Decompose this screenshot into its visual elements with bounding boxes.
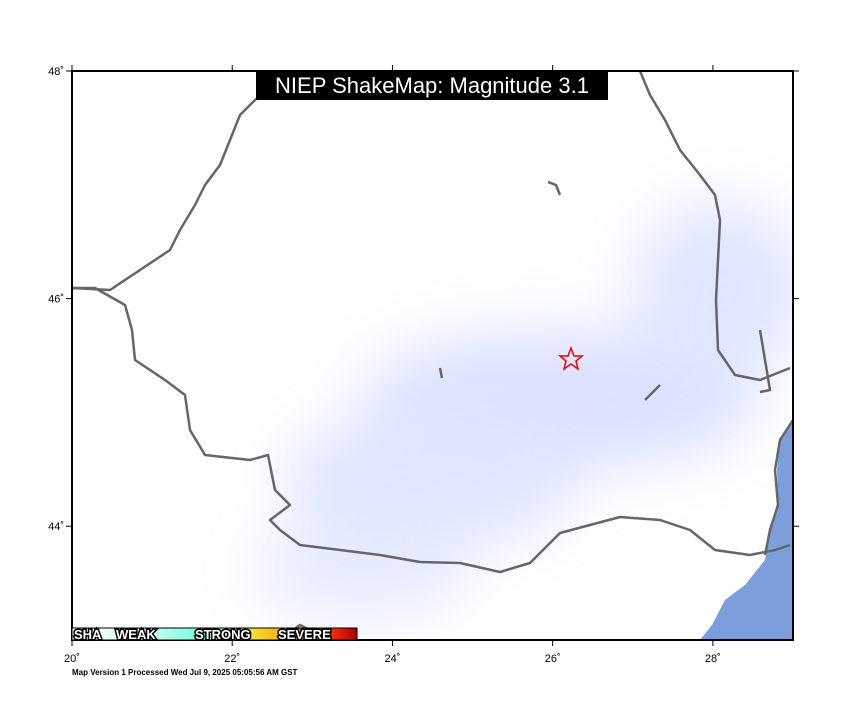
border	[644, 384, 661, 401]
border	[638, 71, 791, 382]
epicenter	[557, 345, 585, 371]
border	[547, 180, 562, 196]
title-box	[256, 72, 608, 100]
sea	[700, 418, 793, 640]
border	[72, 286, 791, 574]
border	[763, 419, 793, 556]
legend-label: STRONG	[195, 627, 251, 642]
border	[438, 367, 444, 379]
shaking-intensity	[250, 200, 793, 620]
x-tick-label: 24˚	[384, 653, 400, 665]
x-tick-label: 22˚	[224, 653, 240, 665]
legend-label: WEAK	[116, 627, 156, 642]
border	[758, 329, 772, 394]
legend-label: SHA	[74, 627, 102, 642]
legend: SHA WEAK STRONG SEVERE	[73, 626, 333, 644]
x-tick-label: 26˚	[545, 653, 561, 665]
x-tick-label: 28˚	[705, 653, 721, 665]
map-frame	[71, 70, 794, 641]
title: NIEP ShakeMap: Magnitude 3.1	[275, 73, 589, 98]
legend-bar	[71, 627, 358, 641]
border	[72, 71, 282, 292]
map-area	[72, 71, 793, 640]
y-tick-label: 48˚	[48, 66, 64, 78]
legend-label: SEVERE	[278, 627, 331, 642]
footer: Map Version 1 Processed Wed Jul 9, 2025 …	[72, 668, 298, 677]
y-tick-label: 44˚	[48, 521, 64, 533]
y-tick-label: 46˚	[48, 294, 64, 306]
x-tick-label: 20˚	[64, 653, 80, 665]
